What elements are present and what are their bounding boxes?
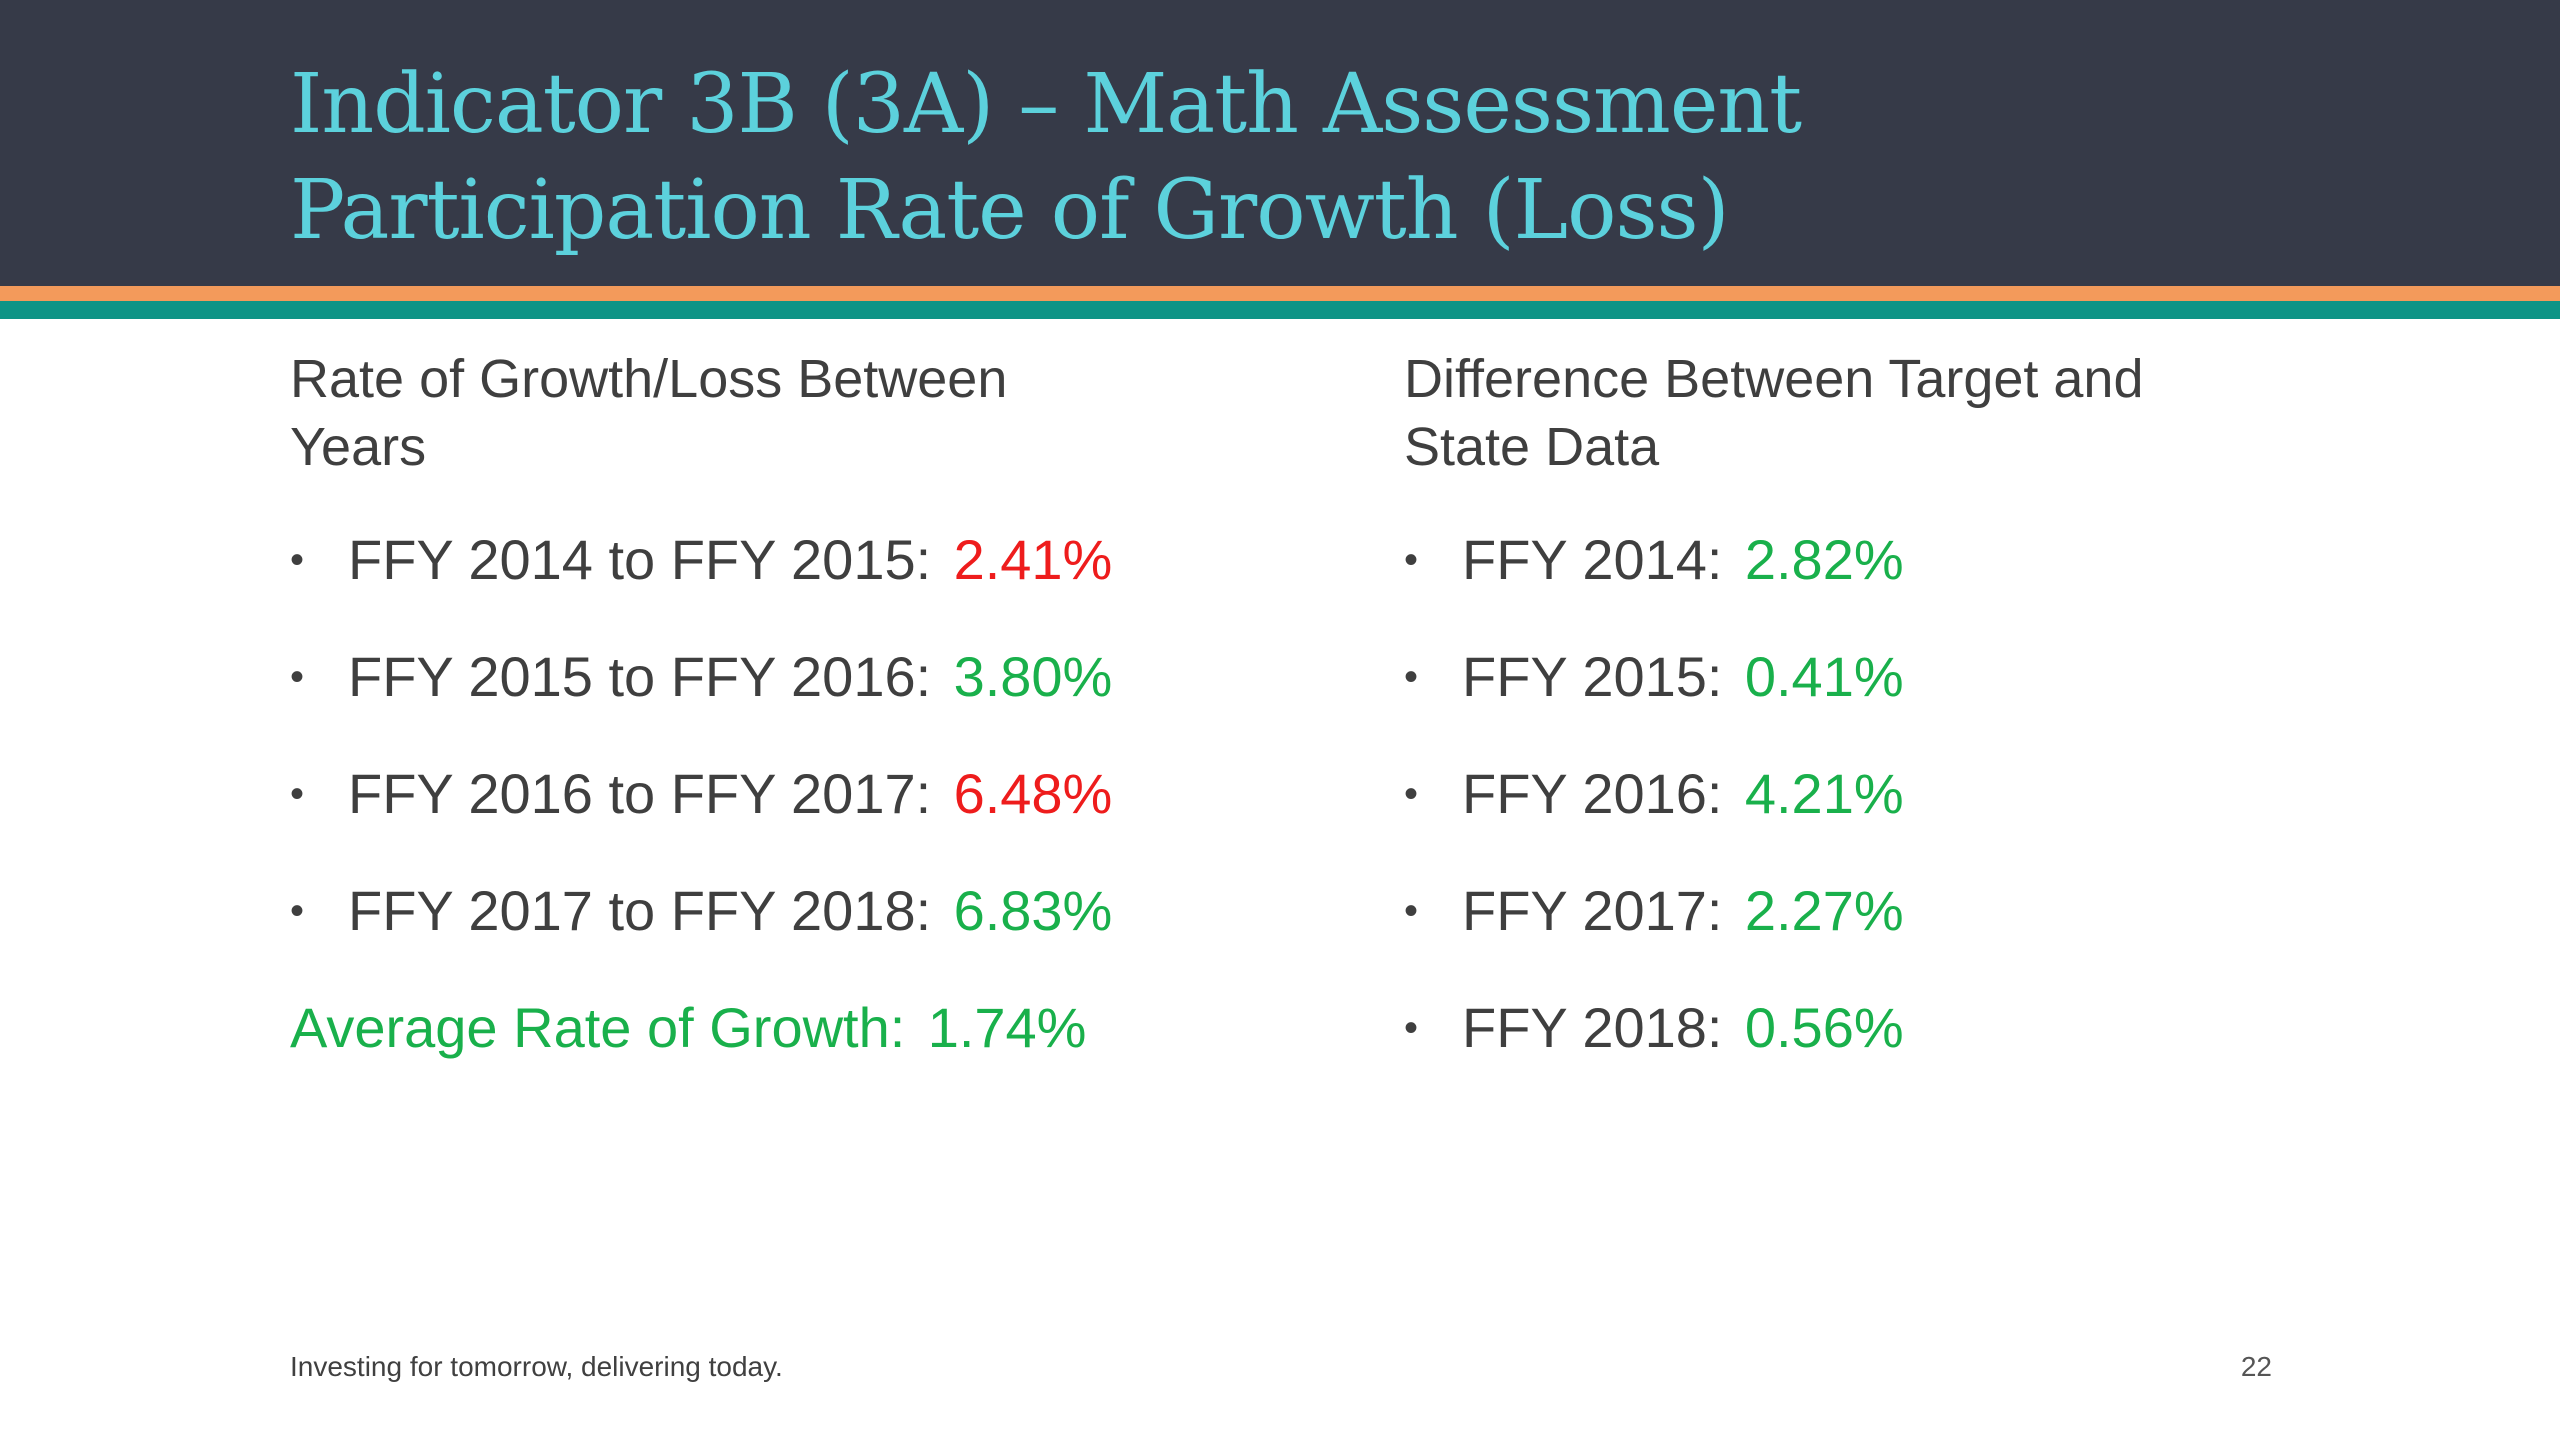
target-difference-heading: Difference Between Target and State Data [1404, 345, 2404, 481]
slide-title-line-1: Indicator 3B (3A) – Math Assessment [290, 57, 1802, 152]
slide-title-line-2: Participation Rate of Growth (Loss) [290, 163, 1730, 258]
item-period: FFY 2014 to FFY 2015: [348, 528, 932, 591]
item-value: 0.41% [1744, 645, 1904, 708]
item-label: FFY 2014: 2.82% [1462, 525, 1904, 595]
growth-loss-heading-line-1: Rate of Growth/Loss Between [290, 349, 1008, 409]
item-label: FFY 2016: 4.21% [1462, 759, 1904, 829]
growth-loss-heading-line-2: Years [290, 417, 427, 477]
growth-loss-column: Rate of Growth/Loss Between Years • FFY … [290, 345, 1290, 1063]
footer-tagline: Investing for tomorrow, delivering today… [290, 1351, 783, 1382]
bullet-icon: • [1404, 1006, 1419, 1050]
item-label: FFY 2015: 0.41% [1462, 642, 1904, 712]
target-difference-list: • FFY 2014: 2.82% • FFY 2015: 0.41% • FFY … [1404, 525, 2404, 1110]
list-item: • FFY 2016: 4.21% [1404, 759, 2404, 876]
item-label: FFY 2016 to FFY 2017: 6.48% [348, 759, 1112, 829]
item-label: FFY 2017 to FFY 2018: 6.83% [348, 876, 1112, 946]
bullet-icon: • [290, 772, 305, 816]
item-year: FFY 2015: [1462, 645, 1723, 708]
bullet-icon: • [290, 655, 305, 699]
list-item: • FFY 2017: 2.27% [1404, 876, 2404, 993]
item-label: FFY 2017: 2.27% [1462, 876, 1904, 946]
item-value: 6.48% [953, 762, 1113, 825]
item-label: FFY 2018: 0.56% [1462, 993, 1904, 1063]
item-value: 3.80% [953, 645, 1113, 708]
item-period: FFY 2017 to FFY 2018: [348, 879, 932, 942]
target-difference-heading-line-2: State Data [1404, 417, 1660, 477]
bullet-icon: • [1404, 772, 1419, 816]
list-item: • FFY 2014 to FFY 2015: 2.41% [290, 525, 1290, 642]
list-item: • FFY 2014: 2.82% [1404, 525, 2404, 642]
item-value: 6.83% [953, 879, 1113, 942]
teal-accent-stripe [0, 301, 2560, 319]
item-period: FFY 2016 to FFY 2017: [348, 762, 932, 825]
bullet-icon: • [1404, 655, 1419, 699]
growth-loss-list: • FFY 2014 to FFY 2015: 2.41% • FFY 2015 … [290, 525, 1290, 993]
slide-title: Indicator 3B (3A) – Math Assessment Part… [290, 52, 1802, 264]
page-number: 22 [2240, 1351, 2272, 1382]
item-label: FFY 2015 to FFY 2016: 3.80% [348, 642, 1112, 712]
item-value: 2.82% [1744, 528, 1904, 591]
list-item: • FFY 2016 to FFY 2017: 6.48% [290, 759, 1290, 876]
average-label: Average Rate of Growth: [290, 996, 906, 1059]
target-difference-heading-line-1: Difference Between Target and [1404, 349, 2144, 409]
item-value: 0.56% [1744, 996, 1904, 1059]
item-year: FFY 2018: [1462, 996, 1723, 1059]
item-year: FFY 2017: [1462, 879, 1723, 942]
item-label: FFY 2014 to FFY 2015: 2.41% [348, 525, 1112, 595]
list-item: • FFY 2017 to FFY 2018: 6.83% [290, 876, 1290, 993]
item-value: 2.41% [953, 528, 1113, 591]
target-difference-column: Difference Between Target and State Data… [1404, 345, 2404, 1110]
list-item: • FFY 2018: 0.56% [1404, 993, 2404, 1110]
list-item: • FFY 2015: 0.41% [1404, 642, 2404, 759]
item-period: FFY 2015 to FFY 2016: [348, 645, 932, 708]
item-year: FFY 2014: [1462, 528, 1723, 591]
item-year: FFY 2016: [1462, 762, 1723, 825]
bullet-icon: • [1404, 889, 1419, 933]
title-bar: Indicator 3B (3A) – Math Assessment Part… [0, 0, 2560, 286]
item-value: 4.21% [1744, 762, 1904, 825]
average-value: 1.74% [927, 996, 1087, 1059]
average-rate-of-growth: Average Rate of Growth: 1.74% [290, 993, 1290, 1063]
bullet-icon: • [1404, 538, 1419, 582]
bullet-icon: • [290, 538, 305, 582]
orange-accent-stripe [0, 286, 2560, 301]
growth-loss-heading: Rate of Growth/Loss Between Years [290, 345, 1290, 481]
list-item: • FFY 2015 to FFY 2016: 3.80% [290, 642, 1290, 759]
item-value: 2.27% [1744, 879, 1904, 942]
bullet-icon: • [290, 889, 305, 933]
